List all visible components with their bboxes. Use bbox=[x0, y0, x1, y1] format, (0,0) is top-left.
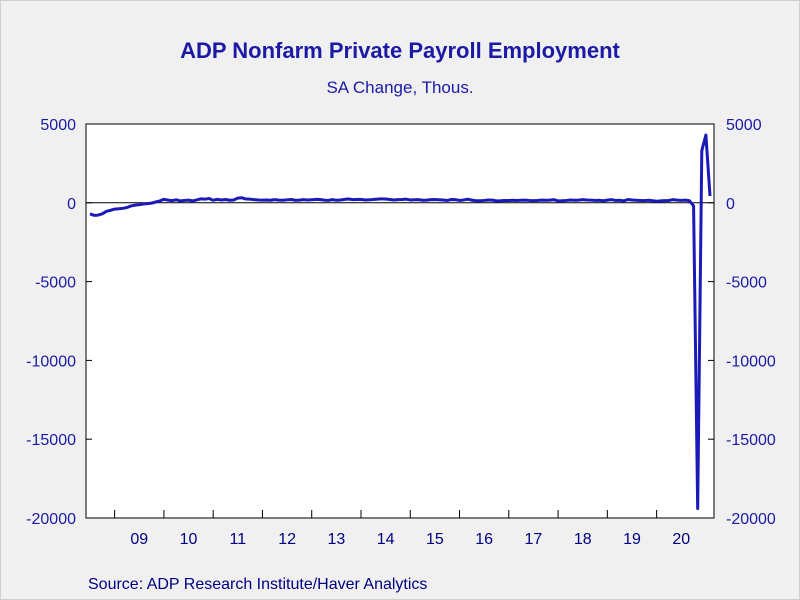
y-tick-label-left: -20000 bbox=[26, 511, 76, 528]
series-line bbox=[89, 133, 712, 511]
x-tick-label: 11 bbox=[230, 531, 247, 548]
y-tick-label-right: -5000 bbox=[726, 275, 767, 292]
chart-title: ADP Nonfarm Private Payroll Employment bbox=[180, 38, 620, 63]
x-tick-label: 16 bbox=[475, 531, 493, 548]
y-tick-label-left: 0 bbox=[67, 196, 76, 213]
chart-subtitle: SA Change, Thous. bbox=[326, 78, 474, 97]
y-tick-label-left: 5000 bbox=[40, 117, 76, 134]
x-tick-label: 14 bbox=[377, 531, 395, 548]
x-tick-label: 20 bbox=[672, 531, 690, 548]
y-tick-label-right: -15000 bbox=[726, 432, 776, 449]
y-tick-label-left: -15000 bbox=[26, 432, 76, 449]
x-tick-label: 15 bbox=[426, 531, 444, 548]
source-note: Source: ADP Research Institute/Haver Ana… bbox=[88, 576, 428, 593]
x-tick-label: 09 bbox=[130, 531, 148, 548]
x-tick-label: 19 bbox=[623, 531, 641, 548]
x-tick-label: 10 bbox=[180, 531, 198, 548]
y-tick-label-right: 5000 bbox=[726, 117, 762, 134]
x-tick-label: 13 bbox=[327, 531, 345, 548]
y-tick-label-left: -5000 bbox=[35, 275, 76, 292]
x-tick-label: 12 bbox=[278, 531, 296, 548]
y-tick-label-right: -20000 bbox=[726, 511, 776, 528]
y-tick-label-left: -10000 bbox=[26, 353, 76, 370]
y-tick-label-right: -10000 bbox=[726, 353, 776, 370]
x-tick-label: 18 bbox=[574, 531, 592, 548]
x-tick-label: 17 bbox=[525, 531, 543, 548]
y-tick-label-right: 0 bbox=[726, 196, 735, 213]
plot-area bbox=[85, 123, 715, 519]
